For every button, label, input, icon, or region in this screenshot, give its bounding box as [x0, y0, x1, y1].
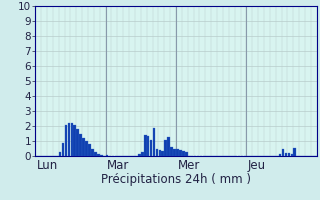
- Bar: [164, 140, 167, 156]
- Bar: [185, 152, 188, 156]
- Bar: [62, 142, 64, 156]
- Bar: [173, 148, 176, 156]
- Bar: [158, 150, 161, 156]
- Bar: [141, 152, 144, 156]
- Bar: [162, 151, 164, 156]
- Bar: [59, 152, 61, 156]
- Bar: [68, 123, 70, 156]
- Bar: [91, 148, 94, 156]
- Bar: [97, 154, 100, 156]
- Bar: [156, 148, 158, 156]
- Bar: [153, 128, 155, 156]
- Bar: [167, 137, 170, 156]
- X-axis label: Précipitations 24h ( mm ): Précipitations 24h ( mm ): [101, 173, 251, 186]
- Bar: [279, 154, 282, 156]
- Bar: [79, 134, 82, 156]
- Bar: [291, 154, 293, 156]
- Bar: [100, 155, 102, 156]
- Bar: [147, 136, 149, 156]
- Bar: [76, 129, 79, 156]
- Bar: [94, 152, 97, 156]
- Bar: [288, 153, 290, 156]
- Bar: [106, 154, 108, 156]
- Bar: [170, 147, 173, 156]
- Bar: [176, 149, 179, 156]
- Bar: [150, 140, 152, 156]
- Bar: [144, 135, 147, 156]
- Bar: [82, 138, 85, 156]
- Bar: [70, 123, 73, 156]
- Bar: [182, 151, 185, 156]
- Bar: [138, 154, 141, 156]
- Bar: [282, 148, 284, 156]
- Bar: [293, 148, 296, 156]
- Bar: [85, 141, 88, 156]
- Bar: [179, 150, 182, 156]
- Bar: [65, 124, 67, 156]
- Bar: [74, 124, 76, 156]
- Bar: [285, 153, 287, 156]
- Bar: [88, 144, 91, 156]
